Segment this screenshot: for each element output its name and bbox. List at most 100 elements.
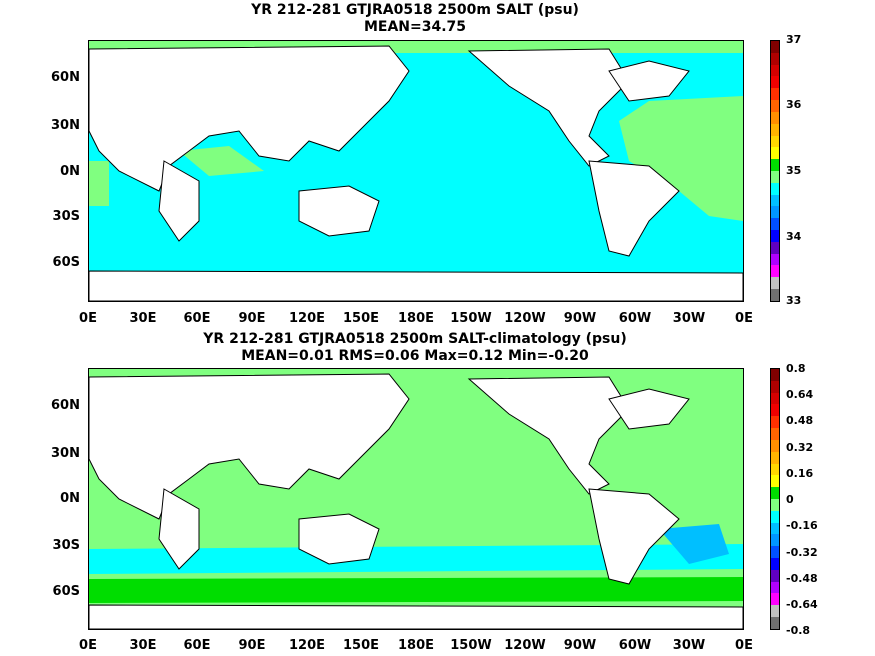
south-america-land xyxy=(588,160,680,257)
colorbar-segment xyxy=(771,451,779,464)
lon-label: 60W xyxy=(618,311,652,326)
colorbar-segment xyxy=(771,100,779,112)
colorbar-label: 0.16 xyxy=(786,467,814,480)
colorbar-label: 0.64 xyxy=(786,388,814,401)
colorbar-segment xyxy=(771,605,779,618)
colorbar-label: -0.32 xyxy=(786,546,818,559)
lat-label: 60S xyxy=(52,584,80,599)
panel1-map xyxy=(88,40,744,302)
colorbar-label: 34 xyxy=(786,230,802,243)
lon-label: 120E xyxy=(288,638,326,653)
colorbar-label: -0.64 xyxy=(786,598,818,611)
lon-label: 120W xyxy=(504,311,546,326)
lon-label: 60E xyxy=(183,638,211,653)
colorbar-segment xyxy=(771,147,779,160)
colorbar-segment xyxy=(771,569,779,582)
colorbar-segment xyxy=(771,534,779,547)
greenland-land xyxy=(608,60,690,102)
lon-label: 30E xyxy=(129,311,157,326)
colorbar-segment xyxy=(771,546,779,558)
colorbar-segment xyxy=(771,498,779,511)
lon-label: 120W xyxy=(504,638,546,653)
colorbar-segment xyxy=(771,487,779,499)
colorbar-segment xyxy=(771,463,779,476)
colorbar-segment xyxy=(771,593,779,606)
colorbar-segment xyxy=(771,111,779,124)
lat-label: 60N xyxy=(51,70,80,85)
colorbar-label: 0 xyxy=(786,493,794,506)
lat-label: 30N xyxy=(51,118,80,133)
colorbar-label: 0.8 xyxy=(786,362,806,375)
eurasia-africa-land xyxy=(89,45,410,192)
colorbar-segment xyxy=(771,428,779,440)
panel1-map-svg xyxy=(89,41,743,301)
colorbar-segment xyxy=(771,123,779,136)
lon-label: 150W xyxy=(450,311,492,326)
lon-label: 150W xyxy=(450,638,492,653)
colorbar-segment xyxy=(771,392,779,405)
lon-label: 150E xyxy=(342,311,380,326)
lon-label: 90E xyxy=(238,638,266,653)
colorbar-segment xyxy=(771,277,779,290)
panel1-title-line1: YR 212-281 GTJRA0518 2500m SALT (psu) xyxy=(251,2,579,18)
colorbar-label: 35 xyxy=(786,164,802,177)
colorbar-segment xyxy=(771,170,779,183)
colorbar-segment xyxy=(771,159,779,171)
colorbar-label: 37 xyxy=(786,33,802,46)
colorbar-segment xyxy=(771,522,779,535)
africa-south-land xyxy=(158,160,200,242)
panel1-title-line2: MEAN=34.75 xyxy=(363,19,467,35)
colorbar-segment xyxy=(771,617,779,629)
colorbar-label: 0.48 xyxy=(786,414,814,427)
colorbar-segment xyxy=(771,182,779,195)
southern-ocean-negative-band xyxy=(89,544,743,574)
colorbar-segment xyxy=(771,265,779,278)
lon-label: 0E xyxy=(79,638,97,653)
lon-label: 30E xyxy=(129,638,157,653)
colorbar-segment xyxy=(771,76,779,89)
lon-label: 60E xyxy=(183,311,211,326)
antarctica-land xyxy=(89,604,743,629)
colorbar-segment xyxy=(771,581,779,594)
colorbar-label: 0.32 xyxy=(786,441,814,454)
greenland-land xyxy=(608,388,690,430)
panel2-colorbar xyxy=(770,368,780,630)
panel1-title: YR 212-281 GTJRA0518 2500m SALT (psu) ME… xyxy=(0,2,830,36)
south-america-land xyxy=(588,488,680,585)
lon-label: 0E xyxy=(735,311,753,326)
colorbar-label: 33 xyxy=(786,294,802,307)
colorbar-label: 36 xyxy=(786,98,802,111)
colorbar-segment xyxy=(771,404,779,417)
lat-label: 30N xyxy=(51,446,80,461)
lat-label: 60S xyxy=(52,255,80,270)
colorbar-segment xyxy=(771,41,779,53)
panel2-title-line1: YR 212-281 GTJRA0518 2500m SALT-climatol… xyxy=(203,331,627,347)
colorbar-segment xyxy=(771,439,779,452)
colorbar-segment xyxy=(771,88,779,101)
colorbar-label: -0.8 xyxy=(786,624,811,637)
lon-label: 150E xyxy=(342,638,380,653)
eurasia-africa-land xyxy=(89,373,410,520)
australia-land xyxy=(298,185,380,237)
lon-label: 90W xyxy=(563,311,597,326)
lon-label: 180E xyxy=(397,311,435,326)
africa-south-land xyxy=(158,488,200,570)
lon-label: 0E xyxy=(735,638,753,653)
arabian-sea-region xyxy=(179,146,264,176)
atlantic-salinity-region xyxy=(619,96,743,221)
lat-label: 60N xyxy=(51,398,80,413)
lat-label: 30S xyxy=(52,209,80,224)
panel1-colorbar xyxy=(770,40,780,302)
antarctica-land xyxy=(89,270,743,301)
lon-label: 180E xyxy=(397,638,435,653)
panel2-title-line2: MEAN=0.01 RMS=0.06 Max=0.12 Min=-0.20 xyxy=(241,348,589,364)
lat-label: 30S xyxy=(52,538,80,553)
lon-label: 30W xyxy=(672,638,706,653)
south-atlantic-negative-region xyxy=(659,524,729,564)
colorbar-segment xyxy=(771,241,779,254)
australia-land xyxy=(298,513,380,565)
colorbar-segment xyxy=(771,64,779,77)
lat-label: 0N xyxy=(60,164,80,179)
lon-label: 90W xyxy=(563,638,597,653)
lon-label: 0E xyxy=(79,311,97,326)
